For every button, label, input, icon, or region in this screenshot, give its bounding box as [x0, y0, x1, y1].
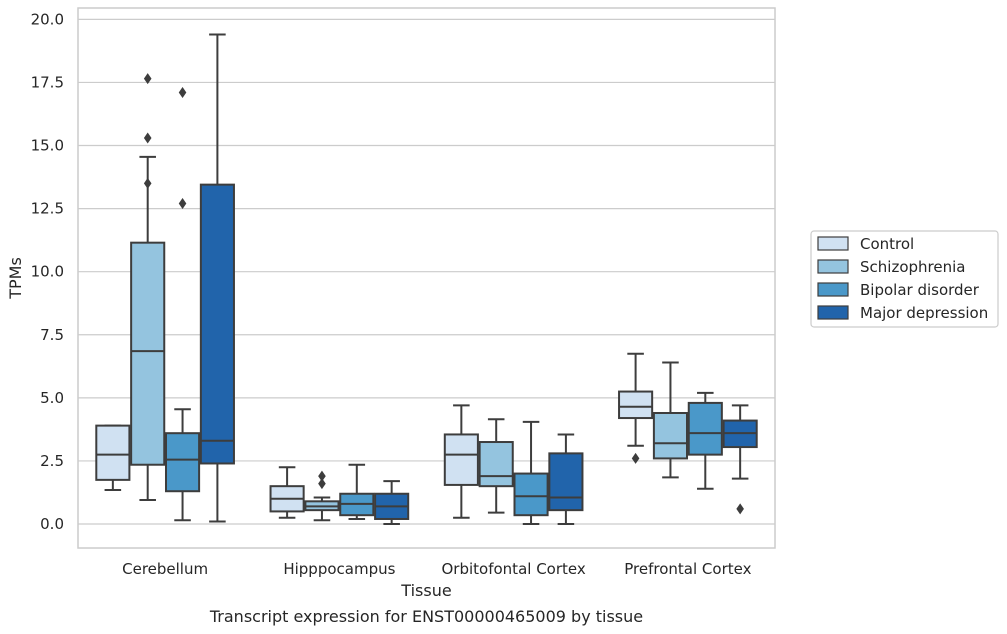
- y-tick-label: 10.0: [31, 263, 64, 281]
- box-iqr: [443, 433, 479, 486]
- box-major-depression: [374, 480, 410, 526]
- outlier-point: [178, 198, 187, 210]
- y-tick-label: 5.0: [40, 389, 64, 407]
- x-tick-label: Cerebellum: [122, 560, 208, 578]
- box-schizophrenia: [478, 418, 514, 514]
- box-bipolar-disorder: [339, 463, 375, 520]
- legend-label: Schizophrenia: [860, 258, 965, 276]
- box-iqr: [199, 183, 235, 465]
- legend-frame: [810, 230, 999, 328]
- box-bipolar-disorder: [687, 391, 723, 490]
- box-iqr: [513, 472, 549, 517]
- legend-swatch: [817, 305, 849, 320]
- box-bipolar-disorder: [164, 87, 201, 522]
- outlier-point: [178, 87, 187, 99]
- box-control: [443, 404, 479, 519]
- box-control: [618, 352, 654, 464]
- y-axis-label: TPMs: [6, 257, 25, 300]
- y-tick-label: 12.5: [31, 200, 64, 218]
- x-axis-label: Tissue: [400, 581, 451, 600]
- x-tick-label: Prefrontal Cortex: [624, 560, 751, 578]
- x-axis-ticks: Cerebellum Hipppocampus Orbitofontal Corte…: [122, 560, 751, 578]
- box-schizophrenia: [652, 361, 689, 479]
- x-tick-label: Hipppocampus: [283, 560, 395, 578]
- y-tick-label: 7.5: [40, 326, 64, 344]
- y-axis-ticks: 0.0 2.5 5.0 7.5 10.0 12.5 15.0 17.5 20.0: [31, 10, 64, 533]
- plot-area: [77, 7, 776, 549]
- box-iqr: [95, 424, 131, 481]
- box-iqr: [130, 241, 166, 466]
- legend-label: Bipolar disorder: [860, 281, 980, 299]
- x-tick-label: Orbitofontal Cortex: [442, 560, 586, 578]
- outlier-point: [736, 503, 744, 515]
- box-schizophrenia: [304, 470, 340, 522]
- box-major-depression: [548, 433, 584, 526]
- outlier-point: [143, 73, 152, 85]
- box-control: [95, 424, 131, 491]
- y-tick-label: 15.0: [31, 137, 64, 155]
- box-control: [269, 466, 305, 519]
- legend-swatch: [817, 282, 849, 297]
- y-tick-label: 17.5: [31, 73, 64, 91]
- gridlines: [78, 18, 775, 525]
- box-bipolar-disorder: [513, 420, 549, 526]
- box-major-depression: [722, 404, 758, 515]
- outlier-point: [631, 452, 640, 464]
- y-tick-label: 2.5: [40, 452, 64, 470]
- legend-swatch: [817, 236, 849, 251]
- box-iqr: [618, 390, 654, 420]
- boxes-layer: [95, 33, 758, 526]
- outlier-point: [318, 478, 326, 490]
- outlier-point: [143, 132, 152, 144]
- box-iqr: [478, 441, 514, 488]
- y-tick-label: 20.0: [31, 10, 64, 28]
- box-iqr: [652, 412, 689, 460]
- legend-label: Control: [860, 235, 914, 253]
- outlier-point: [318, 470, 326, 482]
- y-tick-label: 0.0: [40, 515, 64, 533]
- chart-title: Transcript expression for ENST0000046500…: [209, 607, 643, 626]
- box-iqr: [687, 401, 723, 456]
- box-iqr: [548, 452, 584, 512]
- outlier-point: [143, 177, 152, 189]
- box-iqr: [164, 432, 201, 493]
- legend-swatch: [817, 259, 849, 274]
- box-schizophrenia: [130, 73, 166, 502]
- legend: Control Schizophrenia Bipolar disorder Majo…: [810, 230, 999, 328]
- legend-label: Major depression: [860, 304, 988, 322]
- box-major-depression: [199, 33, 235, 523]
